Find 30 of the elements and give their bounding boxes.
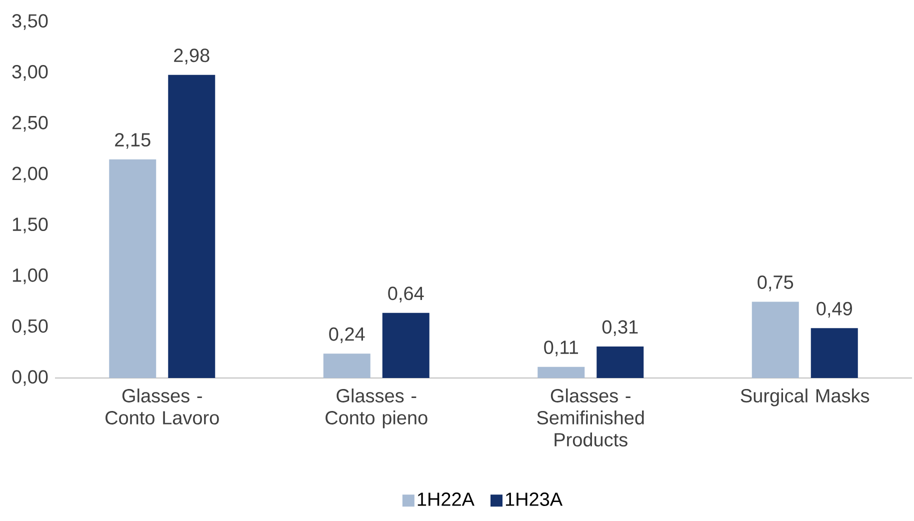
data-label: 0,31: [602, 320, 638, 336]
data-label: 0,64: [388, 286, 424, 302]
legend-label: 1H23A: [506, 492, 563, 506]
bar: [810, 328, 858, 378]
bar: [168, 74, 216, 378]
x-tick-label: Glasses - Conto Lavoro: [106, 388, 219, 424]
y-tick-label: 3,50: [12, 14, 48, 30]
y-tick-label: 1,50: [12, 218, 48, 234]
data-label: 0,75: [758, 275, 794, 292]
data-label: 0,24: [329, 327, 365, 344]
bar: [323, 354, 370, 378]
bar: [382, 312, 430, 378]
y-tick-label: 0,50: [12, 319, 48, 335]
x-tick-label: Surgical Masks: [740, 388, 870, 406]
data-label: 2,98: [174, 48, 210, 64]
x-tick-label: Glasses - Conto pieno: [326, 388, 428, 428]
y-tick-label: 3,00: [12, 65, 48, 81]
y-tick-label: 0,00: [12, 370, 48, 386]
bar: [109, 159, 156, 378]
y-tick-label: 2,00: [12, 166, 48, 182]
data-label: 0,49: [816, 302, 852, 318]
legend-label: 1H22A: [418, 492, 474, 506]
y-tick-label: 1,00: [12, 268, 48, 284]
data-label: 2,15: [115, 133, 150, 149]
y-tick-label: 2,50: [12, 116, 48, 132]
data-label: 0,11: [544, 340, 578, 356]
bar: [596, 346, 644, 378]
x-tick-label: Glasses - Semifinished Products: [537, 388, 644, 446]
bar: [752, 302, 799, 378]
bar: [538, 366, 585, 378]
